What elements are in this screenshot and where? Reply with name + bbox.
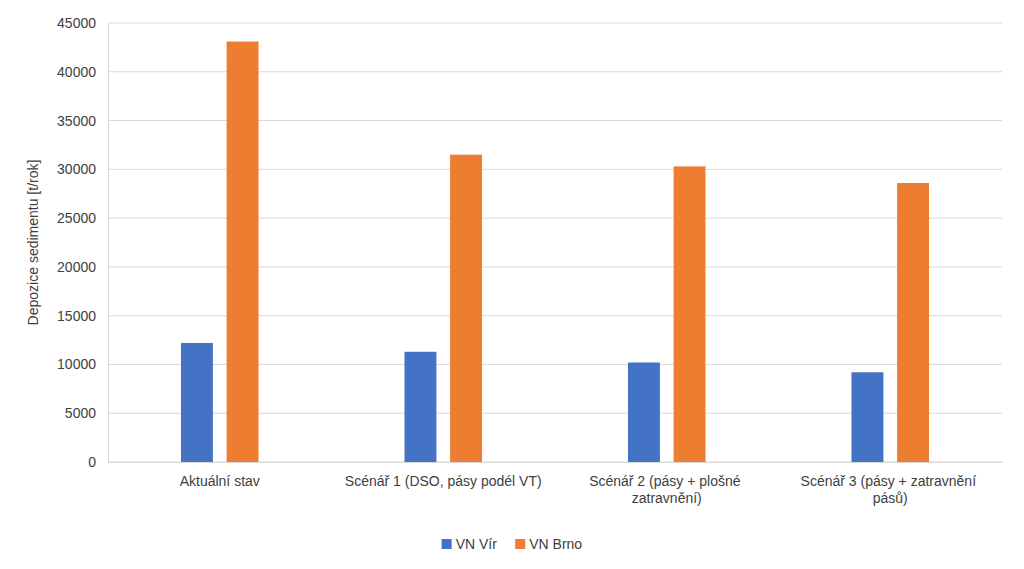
bar [674,166,706,462]
tick-label: 15000 [57,308,96,324]
legend: VN Vír VN Brno [442,536,583,552]
tick-label: Scénář 2 (pásy + plošné zatravnění) [589,473,744,506]
legend-item: VN Vír [442,536,498,552]
series [227,42,929,462]
tick-label: Aktuální stav [180,473,260,489]
legend-swatch [515,539,525,549]
tick-label: 45000 [57,15,96,31]
x-axis: Aktuální stav Scénář 1 (DSO, pásy podél V… [109,462,1003,506]
tick-label: 40000 [57,64,96,80]
axis-line [108,24,109,463]
tick-label: 35000 [57,113,96,129]
tick-label: 25000 [57,210,96,226]
tick: 15000 [57,308,108,324]
tick-label: Scénář 3 (pásy + zatravnění pásů) [801,473,980,506]
bar [404,352,436,462]
tick: Scénář 3 (pásy + zatravnění pásů) [801,462,980,506]
bar [851,372,883,462]
tick-label: 30000 [57,161,96,177]
tick: Aktuální stav [180,462,260,489]
legend-swatch [442,539,452,549]
bar [628,362,660,462]
tick: Scénář 2 (pásy + plošné zatravnění) [589,462,744,506]
tick: 35000 [57,113,108,129]
chart: 0 5000 10000 15000 20000 25000 30000 35000 40000… [0,0,1024,569]
legend-item: VN Brno [515,536,582,552]
bar [227,42,259,462]
legend-label: VN Brno [529,536,582,552]
tick: 25000 [57,210,108,226]
tick-label: Scénář 1 (DSO, pásy podél VT) [345,473,542,489]
tick: 40000 [57,64,108,80]
tick: 45000 [57,15,108,31]
bar [450,155,482,462]
tick-label: 0 [88,454,96,470]
tick: Scénář 1 (DSO, pásy podél VT) [345,462,542,489]
y-axis-title: Depozice sedimentu [t/rok] [25,160,41,326]
axis-line [109,462,1003,463]
tick: 0 [88,454,108,470]
legend-label: VN Vír [456,536,498,552]
plot: 0 5000 10000 15000 20000 25000 30000 35000 40000… [57,15,1002,506]
tick: 5000 [65,405,108,421]
bars [181,42,929,462]
series [181,343,883,462]
tick-label: 10000 [57,356,96,372]
grid [108,23,1002,462]
bar [897,183,929,462]
tick: 30000 [57,161,108,177]
tick-label: 20000 [57,259,96,275]
bar [181,343,213,462]
tick: 20000 [57,259,108,275]
tick-label: 5000 [65,405,96,421]
tick: 10000 [57,356,108,372]
grid-line [108,23,1002,24]
y-axis: 0 5000 10000 15000 20000 25000 30000 35000 40000… [57,15,108,470]
